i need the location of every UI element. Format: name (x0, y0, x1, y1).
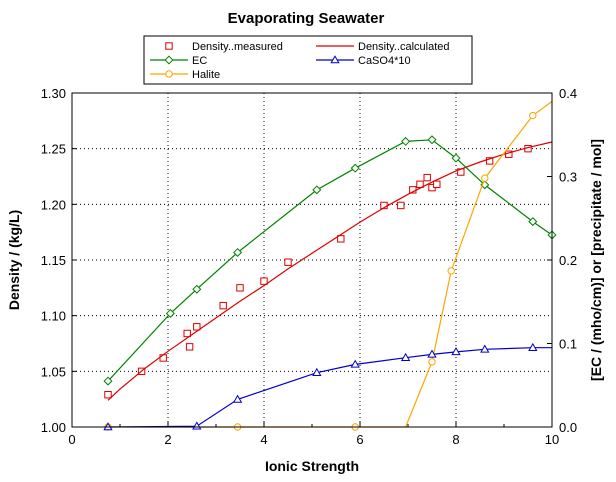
data-point (447, 267, 455, 275)
legend-item: Halite (150, 69, 220, 81)
x-tick-label: 4 (260, 432, 267, 447)
legend-item: Density..calculated (316, 41, 450, 53)
legend-item: CaSO4*10 (316, 55, 411, 67)
legend-item: Density..measured (165, 41, 283, 53)
legend-marker (164, 55, 174, 65)
series-1 (107, 141, 553, 401)
legend-marker (165, 70, 173, 78)
data-point (485, 157, 494, 165)
data-point (312, 185, 322, 195)
data-point (401, 136, 411, 146)
data-point (428, 358, 436, 366)
legend-item: EC (150, 55, 207, 67)
data-point (183, 329, 191, 338)
data-point (350, 163, 360, 173)
chart-title: Evaporating Seawater (228, 10, 385, 27)
x-axis-label: Ionic Strength (265, 458, 359, 474)
plot-area (71, 92, 557, 431)
data-point (165, 308, 175, 318)
data-point (451, 347, 461, 356)
y-tick-label: 1.25 (41, 142, 66, 157)
y2-tick-label: 0.3 (559, 170, 577, 185)
legend-marker (330, 55, 340, 64)
y-tick-label: 1.30 (41, 86, 66, 101)
x-tick-label: 10 (545, 432, 559, 447)
data-point (103, 376, 113, 386)
legend-label: CaSO4*10 (358, 55, 411, 67)
y2-axis-label: [EC / (mho/cm)] or [precipitate / mol] (588, 139, 604, 381)
y-tick-label: 1.00 (41, 420, 66, 435)
series-line (107, 139, 553, 382)
x-tick-label: 8 (452, 432, 459, 447)
y-tick-label: 1.20 (41, 197, 66, 212)
y-axis-left: 1.00 1.05 1.10 1.15 1.20 1.25 1.30 (41, 86, 77, 435)
data-point (529, 111, 537, 120)
data-point (232, 394, 243, 403)
data-point (159, 354, 167, 362)
data-point (260, 277, 268, 285)
data-point (480, 344, 490, 353)
data-point (427, 135, 437, 145)
data-point (193, 323, 201, 331)
legend-label: Halite (192, 69, 220, 81)
data-point (350, 359, 360, 368)
legend-marker (165, 42, 173, 50)
data-point (192, 284, 202, 294)
data-point (397, 201, 405, 210)
data-point (185, 343, 194, 351)
data-point (416, 180, 424, 188)
y-tick-label: 1.15 (41, 253, 66, 268)
data-point (219, 301, 227, 310)
data-point (528, 342, 538, 351)
y2-tick-label: 0.0 (559, 420, 577, 435)
y2-tick-label: 0.4 (559, 86, 577, 101)
x-tick-label: 6 (356, 432, 363, 447)
data-point (400, 352, 411, 361)
data-point (312, 367, 322, 377)
x-tick-label: 2 (164, 432, 171, 447)
y-axis-label: Density / (kg/L) (6, 210, 22, 310)
y-axis-right: 0.0 0.1 0.2 0.3 0.4 (547, 86, 577, 435)
y-tick-label: 1.10 (41, 309, 66, 324)
data-point (427, 349, 437, 358)
y2-tick-label: 0.1 (559, 337, 577, 352)
data-point (337, 235, 345, 243)
data-point (233, 247, 243, 257)
series-2 (103, 135, 557, 386)
data-point (236, 284, 244, 292)
y2-tick-label: 0.2 (559, 253, 577, 268)
x-tick-label: 0 (68, 432, 75, 447)
data-point (451, 153, 461, 163)
legend-label: EC (192, 55, 207, 67)
legend-label: Density..measured (192, 41, 283, 53)
data-point (433, 180, 441, 188)
data-point (104, 391, 112, 399)
legend: Density..measured Density..calculated EC Ca… (143, 35, 473, 85)
data-point (528, 217, 538, 227)
x-axis: 0 2 4 6 8 10 (68, 422, 559, 447)
legend-box (143, 35, 473, 85)
legend-label: Density..calculated (358, 41, 450, 53)
y-tick-label: 1.05 (41, 364, 66, 379)
data-point (423, 173, 431, 182)
grid (72, 93, 552, 427)
data-point (284, 258, 292, 266)
series-line (107, 141, 553, 401)
data-point (481, 174, 489, 182)
